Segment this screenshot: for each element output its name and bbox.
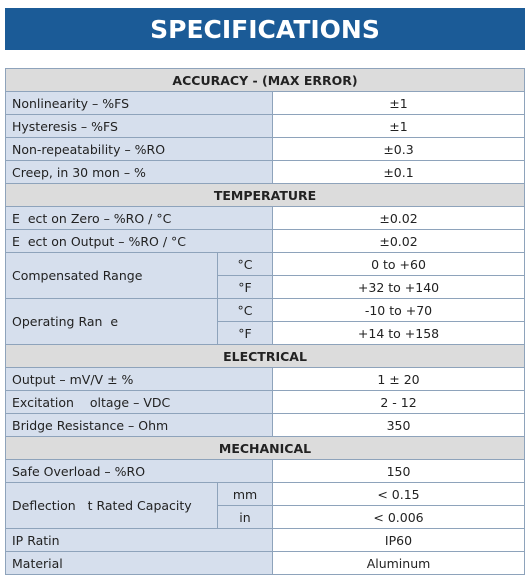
spec-value: IP60 (272, 528, 525, 552)
banner-title: SPECIFICATIONS (5, 8, 525, 50)
spec-value: 150 (272, 459, 525, 483)
section-row: ACCURACY - (MAX ERROR) (5, 68, 525, 92)
spec-label: Material (5, 551, 273, 575)
section-title: MECHANICAL (5, 436, 525, 460)
spec-value: ±1 (272, 91, 525, 115)
spec-unit: °F (217, 321, 273, 345)
section-title: ELECTRICAL (5, 344, 525, 368)
spec-row: Safe Overload – %RO 150 (5, 459, 525, 483)
spec-row: Compensated Range °C 0 to +60 (5, 252, 525, 299)
spec-value: ±1 (272, 114, 525, 138)
spec-value: ±0.1 (272, 160, 525, 184)
spec-label: Deflection t Rated Capacity (5, 482, 218, 529)
spec-label: Creep, in 30 mon – % (5, 160, 273, 184)
spec-row: Nonlinearity – %FS ±1 (5, 91, 525, 115)
spec-label: Operating Ran e (5, 298, 218, 345)
spec-label: Safe Overload – %RO (5, 459, 273, 483)
spec-value: Aluminum (272, 551, 525, 575)
section-title: TEMPERATURE (5, 183, 525, 207)
spec-label: E ect on Zero – %RO / °C (5, 206, 273, 230)
spec-label: IP Ratin (5, 528, 273, 552)
spec-row: Creep, in 30 mon – % ±0.1 (5, 160, 525, 184)
spec-label: E ect on Output – %RO / °C (5, 229, 273, 253)
spec-label: Bridge Resistance – Ohm (5, 413, 273, 437)
spec-row: E ect on Zero – %RO / °C ±0.02 (5, 206, 525, 230)
spec-row: E ect on Output – %RO / °C ±0.02 (5, 229, 525, 253)
spec-label: Hysteresis – %FS (5, 114, 273, 138)
spec-table: ACCURACY - (MAX ERROR) Nonlinearity – %FS… (5, 68, 525, 575)
spec-value: 1 ± 20 (272, 367, 525, 391)
section-row: TEMPERATURE (5, 183, 525, 207)
spec-value: ±0.02 (272, 206, 525, 230)
spec-value: ±0.3 (272, 137, 525, 161)
spec-value: 2 - 12 (272, 390, 525, 414)
section-title: ACCURACY - (MAX ERROR) (5, 68, 525, 92)
spec-row: Material Aluminum (5, 551, 525, 575)
spec-value: 0 to +60 (272, 252, 525, 276)
spec-value: < 0.006 (272, 505, 525, 529)
spec-row: Hysteresis – %FS ±1 (5, 114, 525, 138)
spec-row: Bridge Resistance – Ohm 350 (5, 413, 525, 437)
spec-row: Excitation oltage – VDC 2 - 12 (5, 390, 525, 414)
spec-label: Non-repeatability – %RO (5, 137, 273, 161)
spec-value: 350 (272, 413, 525, 437)
spec-value: +14 to +158 (272, 321, 525, 345)
spec-value: < 0.15 (272, 482, 525, 506)
spec-row: Output – mV/V ± % 1 ± 20 (5, 367, 525, 391)
spec-unit: in (217, 505, 273, 529)
spec-value: ±0.02 (272, 229, 525, 253)
spec-label: Output – mV/V ± % (5, 367, 273, 391)
spec-value: -10 to +70 (272, 298, 525, 322)
spec-row: Non-repeatability – %RO ±0.3 (5, 137, 525, 161)
spec-row: IP Ratin IP60 (5, 528, 525, 552)
spec-label: Excitation oltage – VDC (5, 390, 273, 414)
spec-unit: °F (217, 275, 273, 299)
section-row: MECHANICAL (5, 436, 525, 460)
spec-unit: mm (217, 482, 273, 506)
section-row: ELECTRICAL (5, 344, 525, 368)
spec-value: +32 to +140 (272, 275, 525, 299)
spec-unit: °C (217, 252, 273, 276)
spec-row: Operating Ran e °C -10 to +70 (5, 298, 525, 345)
spec-row: Deflection t Rated Capacity mm < 0.15 (5, 482, 525, 529)
spec-label: Compensated Range (5, 252, 218, 299)
spec-unit: °C (217, 298, 273, 322)
spec-label: Nonlinearity – %FS (5, 91, 273, 115)
spec-row: in < 0.006 (6, 505, 525, 529)
